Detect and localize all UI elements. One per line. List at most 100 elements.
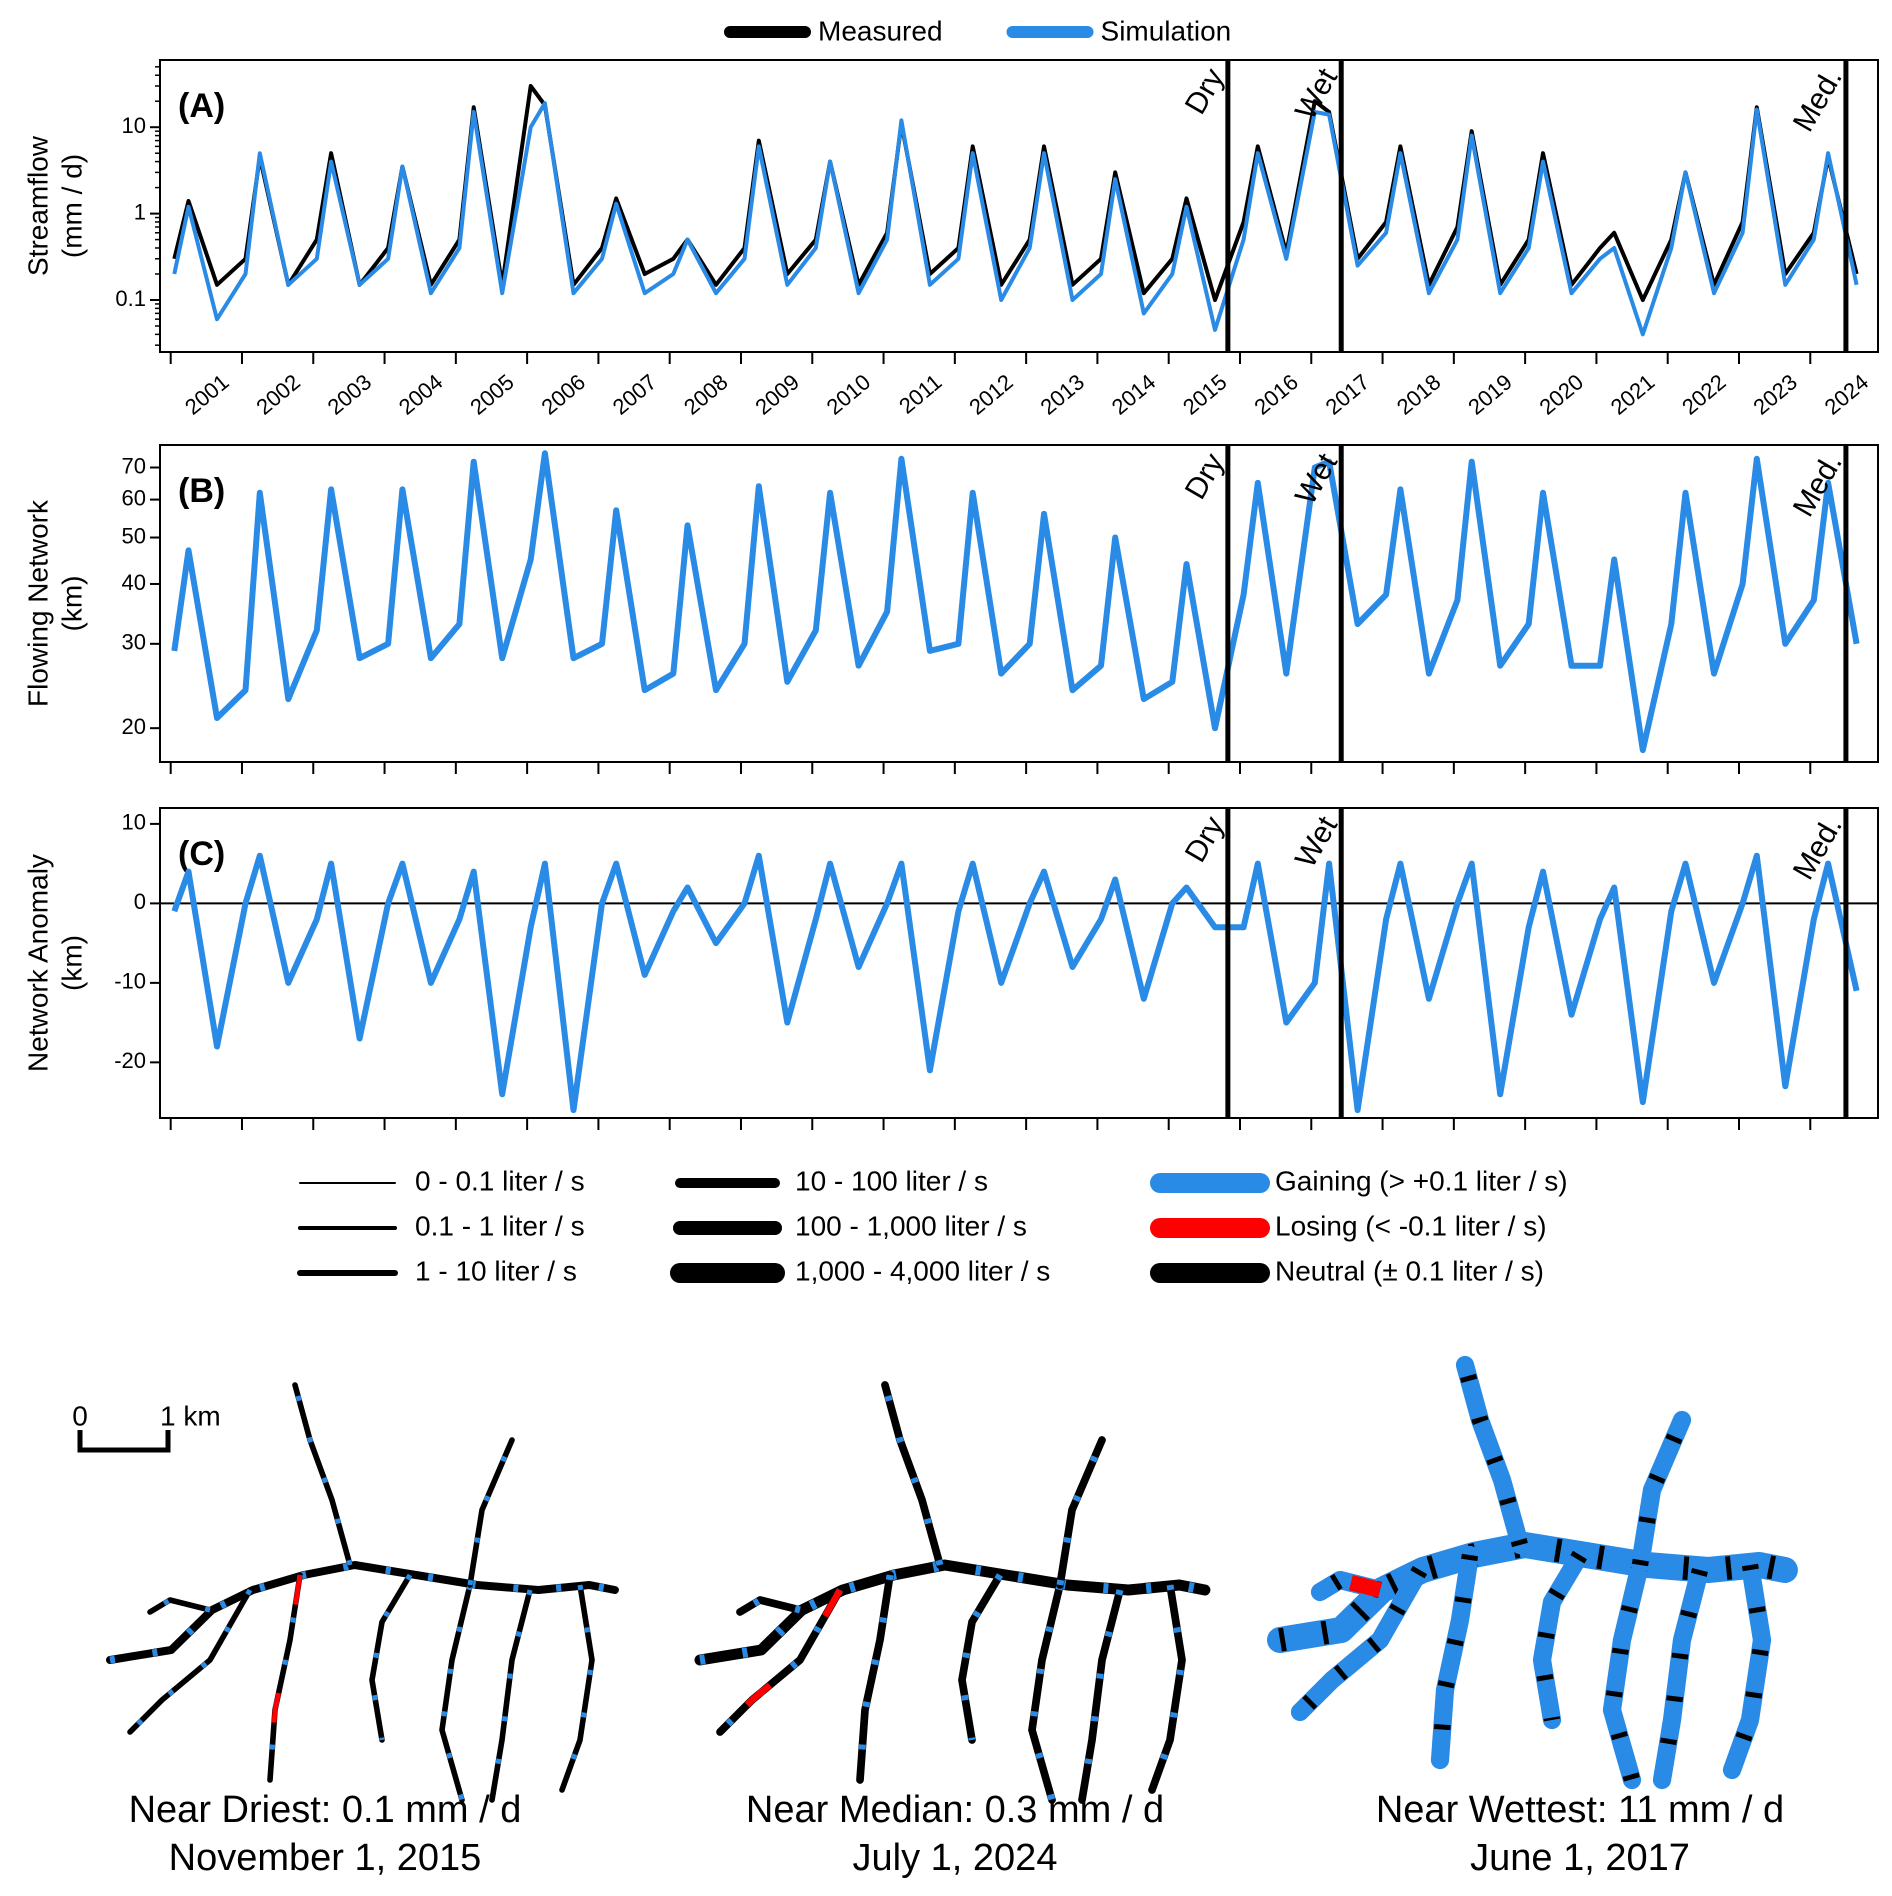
- stream: [106, 1561, 619, 1664]
- map-date: June 1, 2017: [1470, 1837, 1690, 1879]
- scale-bar: 0 1 km: [72, 1400, 221, 1453]
- stream: [1602, 1555, 1650, 1790]
- stream: [489, 1587, 533, 1803]
- map-date: November 1, 2015: [169, 1837, 482, 1879]
- panel-label: (A): [178, 87, 225, 125]
- event-label: Wet: [1289, 810, 1344, 873]
- map-title: Near Wettest: 11 mm / d: [1376, 1789, 1784, 1831]
- x-tick-label: 2005: [465, 369, 519, 420]
- x-tick-label: 2009: [750, 369, 804, 420]
- y-axis-label: Streamflow: [22, 135, 53, 276]
- stream: [369, 1572, 413, 1743]
- x-tick-label: 2011: [894, 369, 946, 419]
- y-axis-label: (km): [56, 576, 87, 632]
- stream: [694, 1559, 1211, 1666]
- map-date: July 1, 2024: [853, 1837, 1058, 1879]
- flow-label: 10 - 100 liter / s: [795, 1165, 988, 1196]
- event-label: Dry: [1179, 811, 1231, 868]
- maps: [106, 1355, 1798, 1804]
- event-label: Med.: [1787, 811, 1849, 885]
- x-tick-label: 2013: [1036, 369, 1090, 420]
- stream: [127, 1587, 253, 1735]
- stream: [1722, 1555, 1772, 1780]
- stream-overlay: [267, 1574, 303, 1781]
- stream: [1652, 1560, 1710, 1790]
- x-tick-label: 2012: [964, 369, 1018, 420]
- x-tick-label: 2008: [679, 369, 733, 420]
- event-label: Med.: [1787, 63, 1849, 137]
- event-label: Dry: [1179, 448, 1231, 505]
- y-tick-label: 0: [134, 889, 146, 914]
- x-tick-label: 2020: [1535, 369, 1589, 420]
- map-title: Near Median: 0.3 mm / d: [746, 1789, 1164, 1831]
- stream-overlay: [699, 1559, 1206, 1665]
- stream: [716, 1586, 844, 1736]
- y-tick-label: -20: [114, 1048, 146, 1073]
- event-label: Dry: [1179, 63, 1231, 120]
- y-tick-label: 10: [122, 113, 146, 138]
- x-tick-label: 2016: [1249, 369, 1303, 420]
- map-title: Near Driest: 0.1 mm / d: [129, 1789, 522, 1831]
- legend-label: Measured: [818, 15, 943, 46]
- y-tick-label: 50: [122, 523, 146, 548]
- x-tick-label: 2019: [1463, 369, 1517, 420]
- x-tick-label: 2021: [1606, 369, 1660, 420]
- stream: [147, 1597, 213, 1615]
- flow-label: 1,000 - 4,000 liter / s: [795, 1255, 1050, 1286]
- y-axis-label: Network Anomaly: [22, 854, 53, 1072]
- stream: [1028, 1581, 1064, 1804]
- plot-frame: [159, 59, 1879, 353]
- x-tick-label: 2024: [1820, 369, 1874, 420]
- stream: [736, 1596, 804, 1616]
- x-tick-label: 2023: [1748, 369, 1802, 420]
- data-line: [172, 84, 1859, 302]
- y-tick-label: 70: [122, 453, 146, 478]
- stream: [1455, 1355, 1530, 1555]
- flow-label: 1 - 10 liter / s: [415, 1255, 577, 1286]
- plot-frame: [159, 807, 1879, 1119]
- stream: [1532, 1545, 1590, 1730]
- event-label: Med.: [1787, 448, 1849, 522]
- y-tick-label: 60: [122, 485, 146, 510]
- y-tick-label: -10: [114, 969, 146, 994]
- x-tick-label: 2015: [1178, 369, 1232, 420]
- scale-end: 1 km: [160, 1400, 221, 1431]
- y-tick-label: 40: [122, 570, 146, 595]
- event-label: Wet: [1289, 62, 1344, 125]
- data-line: [171, 852, 1860, 1114]
- stream: [559, 1582, 595, 1793]
- x-tick-label: 2022: [1677, 369, 1731, 420]
- panel-label: (B): [178, 472, 225, 510]
- stream-overlay: [1431, 1553, 1479, 1761]
- x-tick-label: 2006: [537, 369, 591, 420]
- y-axis-label: (mm / d): [56, 154, 87, 258]
- scale-start: 0: [72, 1400, 88, 1431]
- stream-overlay: [856, 1574, 894, 1781]
- x-tick-label: 2007: [608, 369, 662, 420]
- y-tick-label: 30: [122, 630, 146, 655]
- y-tick-label: 1: [134, 199, 146, 224]
- x-tick-label: 2004: [394, 369, 448, 420]
- stream-overlay: [109, 1561, 616, 1664]
- legend-label: Simulation: [1101, 15, 1232, 46]
- plot-frame: [159, 444, 1879, 763]
- y-axis-label: Flowing Network: [22, 499, 53, 707]
- change-label: Losing (< -0.1 liter / s): [1275, 1210, 1547, 1241]
- x-tick-label: 2014: [1107, 369, 1161, 420]
- y-axis-label: (km): [56, 935, 87, 991]
- stream: [1290, 1560, 1430, 1722]
- stream: [292, 1382, 353, 1568]
- y-tick-label: 20: [122, 714, 146, 739]
- x-tick-label: 2002: [251, 369, 305, 420]
- flow-label: 100 - 1,000 liter / s: [795, 1210, 1027, 1241]
- flow-label: 0 - 0.1 liter / s: [415, 1165, 585, 1196]
- x-tick-label: 2003: [323, 369, 377, 420]
- stream: [1630, 1410, 1692, 1575]
- stream: [958, 1571, 1004, 1744]
- x-tick-label: 2018: [1392, 369, 1446, 420]
- flow-label: 0.1 - 1 liter / s: [415, 1210, 585, 1241]
- x-tick-label: 2001: [180, 369, 234, 420]
- x-tick-label: 2010: [822, 369, 876, 420]
- stream: [881, 1381, 944, 1569]
- stream: [1056, 1436, 1106, 1589]
